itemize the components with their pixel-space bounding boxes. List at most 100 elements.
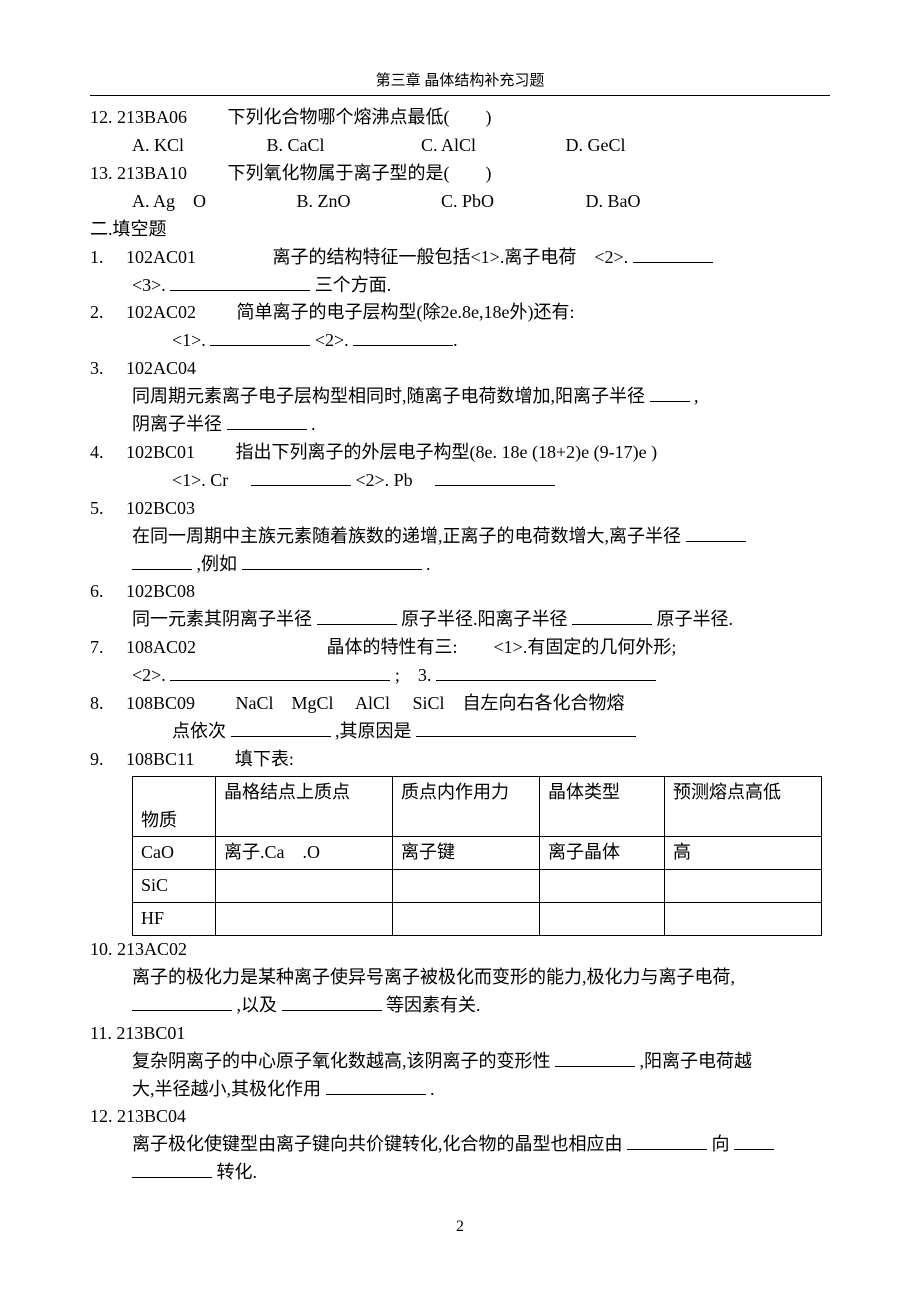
th-substance: 物质 bbox=[133, 776, 216, 837]
cell bbox=[540, 870, 665, 903]
cell bbox=[216, 870, 393, 903]
q-num: 2. bbox=[90, 302, 104, 322]
mc-q13: 13. 213BA10 下列氧化物属于离子型的是( ) bbox=[90, 160, 830, 188]
blank bbox=[132, 1159, 212, 1178]
q-text: 点依次 bbox=[172, 721, 226, 741]
q-num: 12. bbox=[90, 1106, 113, 1126]
blank bbox=[627, 1131, 707, 1150]
q-text: 同一元素其阴离子半径 bbox=[132, 609, 312, 629]
q-num: 5. bbox=[90, 498, 104, 518]
th-mp: 预测熔点高低 bbox=[665, 776, 822, 837]
opt-a: A. KCl bbox=[132, 132, 262, 160]
q-code: 213BC04 bbox=[117, 1106, 186, 1126]
page-header: 第三章 晶体结构补充习题 bbox=[90, 70, 830, 93]
q-text: ,阳离子电荷越 bbox=[640, 1051, 753, 1071]
opt-b: B. ZnO bbox=[297, 188, 437, 216]
q-text: 转化. bbox=[217, 1162, 258, 1182]
fill-q8: 8. 108BC09 NaCl MgCl AlCl SiCl 自左向右各化合物熔 bbox=[90, 690, 830, 718]
fill-q7-l2: <2>. ; 3. bbox=[90, 662, 830, 690]
q-text: ,例如 bbox=[197, 554, 238, 574]
q-code: 102AC01 bbox=[126, 247, 196, 267]
fill-q9: 9. 108BC11 填下表: bbox=[90, 746, 830, 774]
fill-q10: 10. 213AC02 bbox=[90, 936, 830, 964]
fill-q8-l2: 点依次 ,其原因是 bbox=[90, 718, 830, 746]
cell: HF bbox=[133, 903, 216, 936]
q-text: <1>. bbox=[172, 330, 206, 350]
blank bbox=[251, 467, 351, 486]
fill-q4-l2: <1>. Cr <2>. Pb bbox=[90, 467, 830, 495]
q-code: 213AC02 bbox=[117, 939, 187, 959]
blank bbox=[170, 662, 390, 681]
q-num: 3. bbox=[90, 358, 104, 378]
blank bbox=[132, 992, 232, 1011]
blank bbox=[572, 606, 652, 625]
blank bbox=[650, 383, 690, 402]
q-text: ,以及 bbox=[237, 995, 278, 1015]
q-text: . bbox=[430, 1079, 435, 1099]
q-text: . bbox=[311, 414, 316, 434]
blank bbox=[242, 551, 422, 570]
q-text: 复杂阴离子的中心原子氧化数越高,该阴离子的变形性 bbox=[132, 1051, 551, 1071]
q-code: 213BA10 bbox=[117, 163, 187, 183]
cell: SiC bbox=[133, 870, 216, 903]
fill-q6-l1: 同一元素其阴离子半径 原子半径.阳离子半径 原子半径. bbox=[90, 606, 830, 634]
blank bbox=[734, 1131, 774, 1150]
opt-d: D. GeCl bbox=[566, 132, 626, 160]
blank bbox=[633, 244, 713, 263]
opt-a: A. Ag O bbox=[132, 188, 292, 216]
q-text: 阴离子半径 bbox=[132, 414, 222, 434]
table-row: HF bbox=[133, 903, 822, 936]
q-num: 4. bbox=[90, 442, 104, 462]
fill-q1-l2: <3>. 三个方面. bbox=[90, 272, 830, 300]
q-code: 108BC09 bbox=[126, 693, 195, 713]
fill-q6: 6. 102BC08 bbox=[90, 578, 830, 606]
table-row: CaO 离子.Ca .O 离子键 离子晶体 高 bbox=[133, 837, 822, 870]
q-text: 下列氧化物属于离子型的是( ) bbox=[228, 163, 492, 183]
q-code: 213BC01 bbox=[116, 1023, 185, 1043]
q-code: 102BC08 bbox=[126, 581, 195, 601]
q-text: 原子半径. bbox=[657, 609, 734, 629]
q-num: 8. bbox=[90, 693, 104, 713]
blank bbox=[227, 411, 307, 430]
q-text: 等因素有关. bbox=[386, 995, 481, 1015]
q-text: <3>. bbox=[132, 275, 166, 295]
blank bbox=[210, 327, 310, 346]
q-text: <2>. bbox=[132, 665, 166, 685]
q-text: <2>. bbox=[315, 330, 349, 350]
q-num: 11. bbox=[90, 1023, 112, 1043]
blank bbox=[282, 992, 382, 1011]
q-code: 102BC03 bbox=[126, 498, 195, 518]
q-num: 1. bbox=[90, 247, 104, 267]
q-text: 同周期元素离子电子层构型相同时,随离子电荷数增加,阳离子半径 bbox=[132, 386, 645, 406]
cell bbox=[665, 903, 822, 936]
q-text: 下列化合物哪个熔沸点最低( ) bbox=[228, 107, 492, 127]
q-text: 大,半径越小,其极化作用 bbox=[132, 1079, 321, 1099]
mc-q12-opts: A. KCl B. CaCl C. AlCl D. GeCl bbox=[90, 132, 830, 160]
cell bbox=[393, 903, 540, 936]
blank bbox=[416, 718, 636, 737]
fill-q4: 4. 102BC01 指出下列离子的外层电子构型(8e. 18e (18+2)e… bbox=[90, 439, 830, 467]
q-text: <1>. Cr bbox=[172, 470, 228, 490]
fill-q2: 2. 102AC02 简单离子的电子层构型(除2e.8e,18e外)还有: bbox=[90, 299, 830, 327]
q-text: 三个方面. bbox=[315, 275, 392, 295]
q-text: 在同一周期中主族元素随着族数的递增,正离子的电荷数增大,离子半径 bbox=[132, 526, 681, 546]
cell bbox=[665, 870, 822, 903]
mc-q12: 12. 213BA06 下列化合物哪个熔沸点最低( ) bbox=[90, 104, 830, 132]
cell bbox=[216, 903, 393, 936]
q-text: ; 3. bbox=[395, 665, 432, 685]
blank bbox=[132, 551, 192, 570]
q-text: 离子的极化力是某种离子使异号离子被极化而变形的能力,极化力与离子电荷, bbox=[132, 967, 735, 987]
blank bbox=[326, 1076, 426, 1095]
fill-q5-l1: 在同一周期中主族元素随着族数的递增,正离子的电荷数增大,离子半径 bbox=[90, 523, 830, 551]
q-text: 填下表: bbox=[235, 749, 294, 769]
fill-q11-l1: 复杂阴离子的中心原子氧化数越高,该阴离子的变形性 ,阳离子电荷越 bbox=[90, 1048, 830, 1076]
opt-d: D. BaO bbox=[586, 188, 641, 216]
blank bbox=[555, 1048, 635, 1067]
cell bbox=[540, 903, 665, 936]
page: 第三章 晶体结构补充习题 12. 213BA06 下列化合物哪个熔沸点最低( )… bbox=[0, 0, 920, 1300]
q-num: 6. bbox=[90, 581, 104, 601]
table-header-row: 物质 晶格结点上质点 质点内作用力 晶体类型 预测熔点高低 bbox=[133, 776, 822, 837]
cell: 离子.Ca .O bbox=[216, 837, 393, 870]
blank bbox=[317, 606, 397, 625]
q-code: 102BC01 bbox=[126, 442, 195, 462]
